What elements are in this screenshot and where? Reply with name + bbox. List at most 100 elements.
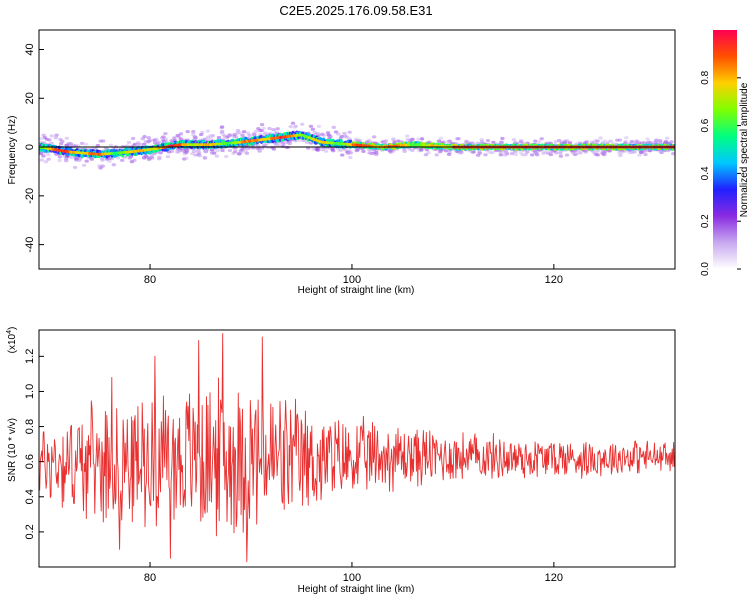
spectrogram-cell <box>54 133 59 137</box>
spectrogram-cell <box>305 140 310 145</box>
spectrogram-cell <box>214 154 220 158</box>
spectrogram-cell <box>326 133 331 137</box>
spectrogram-cell <box>319 148 325 152</box>
spectrogram-cell <box>49 134 54 138</box>
spectrogram-cell <box>669 140 674 144</box>
spectrogram-cell <box>374 150 379 155</box>
spectrogram-cell <box>559 140 564 144</box>
spectrogram-cell <box>340 153 345 157</box>
snr-frame <box>38 329 676 568</box>
spectrogram-cell <box>57 155 63 159</box>
spectrogram-x-ticks: 80 100 120 <box>144 264 563 286</box>
spectrogram-cell <box>138 142 143 147</box>
spectrogram-cell <box>311 147 316 151</box>
spectrogram-cell <box>130 136 136 141</box>
y-tick-label: 20 <box>24 92 36 104</box>
spectrogram-cell <box>198 132 204 137</box>
colorbar-label: Normalized spectral amplitude <box>739 82 750 217</box>
spectrogram-cell <box>649 141 654 145</box>
spectrogram-cell <box>184 148 189 153</box>
spectrogram-cell <box>39 158 44 162</box>
spectrogram-cell <box>457 151 463 155</box>
spectrogram-cell <box>443 149 449 153</box>
spectrogram-cell <box>43 160 49 164</box>
y-tick-label: 0.8 <box>24 419 36 434</box>
spectrogram-cell <box>346 151 351 156</box>
spectrogram-cell <box>320 132 325 136</box>
spectrogram-xlabel: Height of straight line (km) <box>298 285 415 296</box>
spectrogram-cell <box>251 131 256 136</box>
spectrogram-cell <box>364 140 370 144</box>
spectrogram-cell <box>97 164 102 168</box>
spectrogram-cell <box>518 140 524 144</box>
spectrogram-cell <box>347 136 352 141</box>
spectrogram-cell <box>558 154 564 158</box>
snr-scale-label: (x104) <box>6 327 18 354</box>
spectrogram-cell <box>483 153 488 157</box>
x-tick-label: 120 <box>545 572 563 584</box>
spectrogram-cell <box>158 151 163 155</box>
spectrogram-cell <box>202 155 207 159</box>
spectrogram-cell <box>553 140 558 144</box>
spectrogram-cell <box>436 139 442 143</box>
y-tick-label: -20 <box>24 188 36 204</box>
spectrogram-cell <box>166 150 172 154</box>
spectrogram-cell <box>49 141 54 145</box>
spectrogram-cell <box>670 152 675 156</box>
spectrogram-cell <box>276 143 281 147</box>
spectrogram-cell <box>265 145 271 150</box>
spectrogram-cell <box>157 155 162 159</box>
spectrogram-cell <box>227 133 233 137</box>
spectrogram-cell <box>405 138 410 142</box>
spectrogram-cell <box>64 136 69 140</box>
spectrogram-cell <box>632 150 637 154</box>
spectrogram-cell <box>256 126 261 131</box>
spectrogram-cell <box>220 148 225 153</box>
x-tick-label: 120 <box>545 274 563 286</box>
spectrogram-cell <box>70 143 76 147</box>
spectrogram-cell <box>404 134 410 138</box>
spectrogram-cell <box>315 148 320 152</box>
spectrogram-cell <box>348 155 353 160</box>
spectrogram-cell <box>129 159 135 164</box>
spectrogram-cell <box>146 136 151 140</box>
spectrogram-cell <box>520 153 525 157</box>
spectrogram-cell <box>203 137 208 141</box>
colorbar: 0.0 0.2 0.4 0.6 0.8 Normalized spectral ampl… <box>700 30 750 276</box>
spectrogram-cell <box>619 150 624 155</box>
x-tick-label: 80 <box>144 572 156 584</box>
spectrogram-cell <box>347 130 352 134</box>
spectrogram-cell <box>647 149 652 153</box>
spectrogram-cell <box>524 150 530 154</box>
spectrogram-cell <box>593 152 598 156</box>
spectrogram-cell <box>111 163 117 167</box>
y-tick-label: 40 <box>24 43 36 55</box>
spectrogram-cell <box>542 150 548 154</box>
spectrogram-cell <box>205 129 211 133</box>
spectrogram-cell <box>602 139 607 143</box>
spectrogram-cell <box>288 125 293 129</box>
spectrogram-cell <box>567 141 573 145</box>
spectrogram-cell <box>153 140 159 144</box>
spectrogram-cell <box>529 153 535 157</box>
spectrogram-cell <box>224 154 229 159</box>
spectrogram-cell <box>423 153 429 157</box>
spectrogram-cell <box>243 149 248 153</box>
spectrogram-cell <box>163 131 168 136</box>
y-tick-label: 0.2 <box>24 524 36 539</box>
spectrogram-cell <box>323 149 329 153</box>
spectrogram-cell <box>41 133 46 137</box>
spectrogram-cell <box>141 156 147 160</box>
spectrogram-cell <box>446 152 452 157</box>
spectrogram-cell <box>227 148 233 153</box>
spectrogram-cell <box>178 137 183 141</box>
spectrogram-cell <box>126 140 132 145</box>
spectrogram-cell <box>502 153 508 157</box>
spectrogram-cell <box>388 149 393 153</box>
spectrogram-cell <box>232 150 238 154</box>
spectrogram-cell <box>39 137 44 141</box>
spectrogram-cell <box>629 139 635 144</box>
spectrogram-cell <box>347 149 352 153</box>
spectrogram-cell <box>216 136 222 140</box>
spectrogram-cell <box>142 142 147 146</box>
